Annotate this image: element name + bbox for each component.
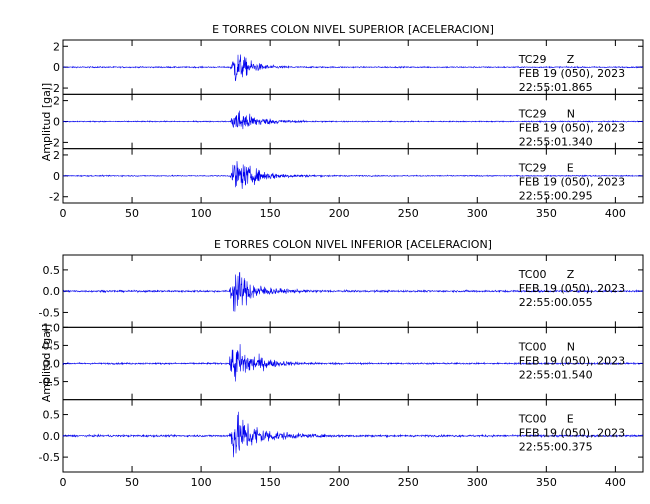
time-label: 22:55:00.295 [519,190,593,203]
component-label: Z [567,268,575,281]
component-label: N [567,340,575,353]
waveform [62,411,644,458]
x-tick-label: 250 [398,476,419,489]
x-tick-label: 150 [260,476,281,489]
date-label: FEB 19 (050), 2023 [519,67,625,80]
station-label: TC00 [518,340,547,353]
x-tick-label: 400 [605,207,626,220]
y-tick-label: -2 [49,136,60,149]
y-axis-label: Amplitud [gal] [40,83,53,161]
x-tick-label: 200 [329,476,350,489]
date-label: FEB 19 (050), 2023 [519,427,625,440]
chart-title: E TORRES COLON NIVEL INFERIOR [ACELERACI… [214,238,492,251]
y-tick-label: 1.0 [43,321,61,334]
x-tick-label: 50 [125,207,139,220]
time-label: 22:55:01.540 [519,368,593,381]
y-tick-label: 0.5 [43,264,61,277]
x-tick-label: 100 [191,207,212,220]
y-tick-label: -2 [49,82,60,95]
date-label: FEB 19 (050), 2023 [519,282,625,295]
y-tick-label: 0 [53,170,60,183]
y-tick-label: -0.5 [39,376,60,389]
time-label: 22:55:00.055 [519,296,593,309]
x-tick-label: 300 [467,476,488,489]
date-label: FEB 19 (050), 2023 [519,121,625,134]
date-label: FEB 19 (050), 2023 [519,354,625,367]
y-tick-label: -0.5 [39,306,60,319]
time-label: 22:55:00.375 [519,441,593,454]
chart-title: E TORRES COLON NIVEL SUPERIOR [ACELERACI… [212,23,494,36]
chart-panel-0: E TORRES COLON NIVEL SUPERIOR [ACELERACI… [40,23,644,220]
waveform [62,161,644,189]
y-tick-label: 0 [53,116,60,129]
x-tick-label: 0 [60,207,67,220]
y-tick-label: 0 [53,61,60,74]
chart-panel-1: E TORRES COLON NIVEL INFERIOR [ACELERACI… [39,238,644,489]
station-label: TC29 [518,162,547,175]
x-tick-label: 100 [191,476,212,489]
x-tick-label: 300 [467,207,488,220]
x-tick-label: 50 [125,476,139,489]
y-tick-label: 0.5 [43,339,61,352]
time-label: 22:55:01.340 [519,135,593,148]
y-tick-label: 2 [53,149,60,162]
station-label: TC00 [518,413,547,426]
station-label: TC29 [518,53,547,66]
y-tick-label: 2 [53,40,60,53]
station-label: TC00 [518,268,547,281]
x-tick-label: 350 [536,476,557,489]
component-label: N [567,107,575,120]
component-label: E [567,413,574,426]
x-tick-label: 400 [605,476,626,489]
waveform [62,54,643,82]
waveform [62,110,644,130]
y-tick-label: 0.0 [43,430,61,443]
time-label: 22:55:01.865 [519,81,593,94]
date-label: FEB 19 (050), 2023 [519,176,625,189]
waveform [62,271,644,312]
component-label: Z [567,53,575,66]
y-tick-label: 0.5 [43,409,61,422]
x-tick-label: 250 [398,207,419,220]
y-tick-label: 0.0 [43,285,61,298]
x-tick-label: 150 [260,207,281,220]
component-label: E [567,162,574,175]
y-tick-label: 0.0 [43,358,61,371]
y-axis-label: Amplitud [gal] [40,324,53,402]
x-tick-label: 200 [329,207,350,220]
y-tick-label: 2 [53,95,60,108]
waveform [62,344,643,382]
x-tick-label: 350 [536,207,557,220]
x-tick-label: 0 [60,476,67,489]
y-tick-label: -0.5 [39,451,60,464]
y-tick-label: -2 [49,191,60,204]
station-label: TC29 [518,107,547,120]
